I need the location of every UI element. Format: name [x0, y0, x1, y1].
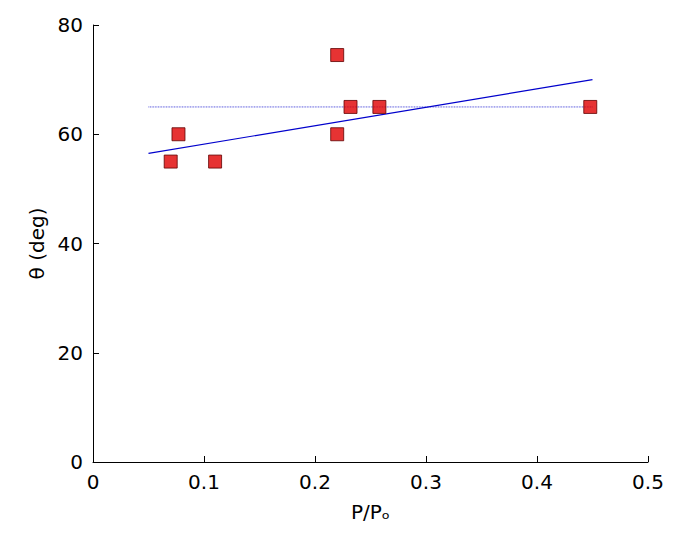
svg-text:P/Pₒ: P/Pₒ: [351, 500, 390, 524]
svg-text:0.1: 0.1: [188, 470, 220, 494]
svg-text:40: 40: [58, 232, 83, 256]
svg-text:0.3: 0.3: [410, 470, 442, 494]
svg-text:0.2: 0.2: [299, 470, 331, 494]
svg-text:20: 20: [58, 341, 83, 365]
svg-text:0.4: 0.4: [521, 470, 553, 494]
svg-text:0: 0: [87, 470, 100, 494]
svg-text:θ (deg): θ (deg): [25, 208, 49, 280]
svg-text:0: 0: [70, 450, 83, 474]
svg-text:0.5: 0.5: [632, 470, 664, 494]
svg-text:60: 60: [58, 122, 83, 146]
svg-text:80: 80: [58, 13, 83, 37]
